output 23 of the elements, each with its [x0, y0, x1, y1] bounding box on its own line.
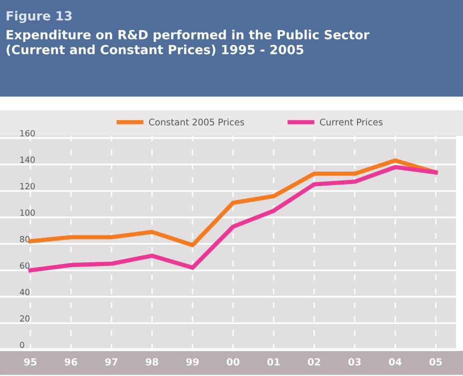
- x-tick-label: 03: [348, 358, 361, 366]
- y-tick-label: 40: [20, 288, 30, 296]
- chart-subtitle: Figure 13: [6, 10, 72, 24]
- y-tick-label: 0: [20, 342, 24, 348]
- legend-label: Constant 2005 Prices: [149, 118, 244, 126]
- x-tick-label: 97: [105, 358, 118, 366]
- x-tick-label: 96: [64, 358, 78, 366]
- x-tick-label: 98: [146, 358, 158, 366]
- y-tick-label: 100: [20, 209, 35, 216]
- y-tick-label: 20: [20, 315, 30, 322]
- x-tick-label: 99: [186, 358, 199, 366]
- x-tick-label: 95: [24, 358, 36, 366]
- x-tick-label: 04: [388, 358, 402, 366]
- chart-title: Expenditure on R&D performed in the Public Sector (Current and Constant Prices) 1995 - 2005: [6, 30, 370, 56]
- y-tick-label: 60: [20, 262, 30, 269]
- y-tick-label: 140: [20, 156, 35, 163]
- x-tick-label: 02: [308, 358, 320, 366]
- x-tick-label: 05: [429, 358, 442, 366]
- legend-label: Current Prices: [320, 118, 383, 126]
- x-tick-label: 00: [226, 358, 240, 366]
- y-tick-label: 160: [20, 130, 35, 136]
- x-tick-label: 01: [267, 358, 280, 366]
- y-tick-label: 120: [20, 183, 35, 190]
